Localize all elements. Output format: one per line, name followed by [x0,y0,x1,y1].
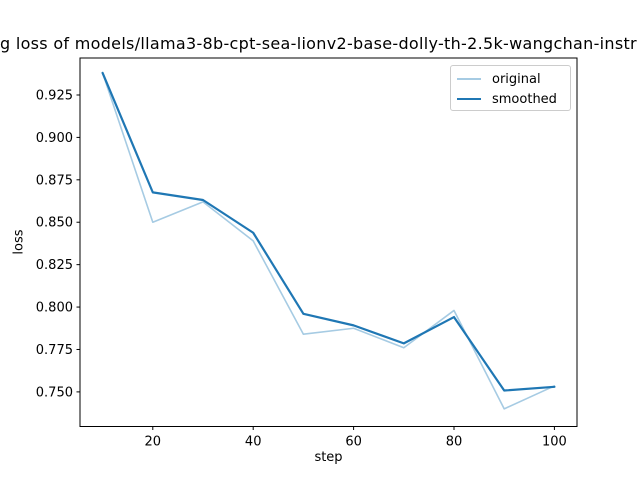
legend-item-original: original [457,69,570,89]
axes-frame [79,57,578,427]
series-line-smoothed [101,71,556,392]
y-tick-label: 0.800 [36,301,73,316]
chart-title: g loss of models/llama3-8b-cpt-sea-lionv… [0,34,637,53]
y-tick-label: 0.825 [36,258,73,273]
legend-label-original: original [492,71,541,87]
original-line-swatch [457,78,481,80]
series-line-original [101,72,556,410]
x-tick-label: 100 [542,435,567,450]
y-tick-label: 0.775 [36,343,73,358]
legend: original smoothed [450,65,571,111]
x-tick-label: 40 [245,435,262,450]
x-tick-label: 20 [145,435,162,450]
y-tick-label: 0.750 [36,385,73,400]
y-tick-label: 0.925 [36,88,73,103]
y-tick-label: 0.875 [36,173,73,188]
x-tick-label: 80 [446,435,463,450]
legend-label-smoothed: smoothed [492,91,557,107]
smoothed-line-swatch [457,97,481,101]
x-axis-label: step [314,450,343,465]
x-tick-label: 60 [345,435,362,450]
y-axis-label: loss [11,229,27,255]
y-tick-label: 0.900 [36,131,73,146]
legend-item-smoothed: smoothed [457,89,570,109]
y-tick-label: 0.850 [36,216,73,231]
